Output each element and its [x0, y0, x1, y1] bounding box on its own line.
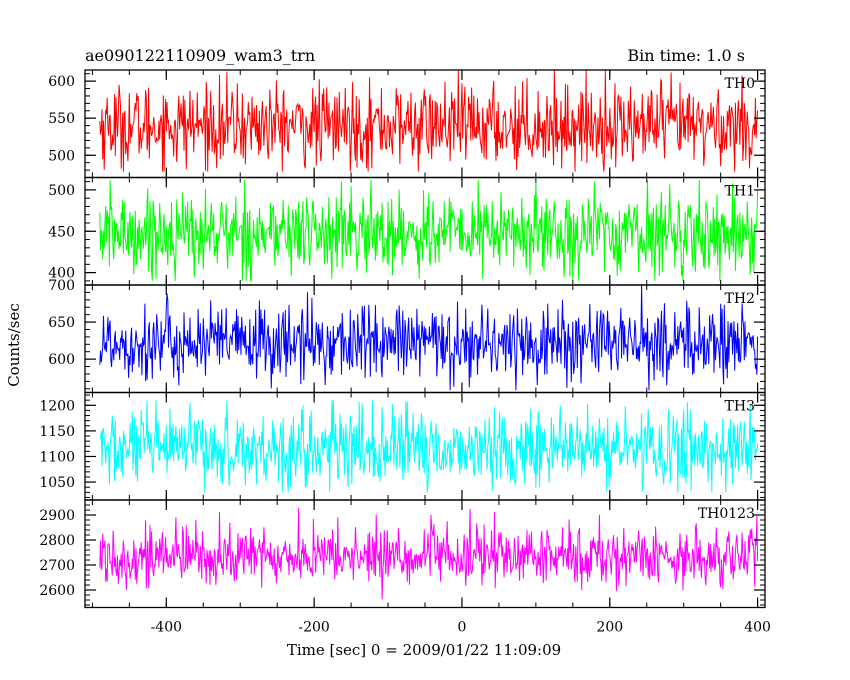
panel-label: TH0123 — [698, 506, 755, 522]
y-tick-label: 500 — [48, 183, 75, 199]
y-tick-label: 1050 — [39, 475, 75, 491]
y-tick-label: 650 — [48, 315, 75, 331]
panel-label: TH1 — [725, 184, 755, 200]
y-tick-label: 400 — [48, 266, 75, 282]
series-line-th0 — [99, 69, 759, 172]
y-tick-label: 1200 — [39, 398, 75, 414]
y-tick-label: 550 — [48, 111, 75, 127]
x-tick-label: -400 — [151, 620, 182, 636]
panel-label: TH3 — [725, 399, 755, 415]
y-tick-label: 450 — [48, 224, 75, 240]
x-tick-labels: -400 -200 0 200 400 — [151, 620, 771, 636]
y-axis-label: Counts/sec — [5, 303, 23, 387]
y-tick-label: 2900 — [39, 508, 75, 524]
y-tick-label: 2700 — [39, 558, 75, 574]
panel-label: TH0 — [725, 76, 755, 92]
panels: 500 550 600 TH0 400 450 500 TH1 600 650 700 TH2 1050… — [39, 69, 766, 609]
y-tick-label: 600 — [48, 352, 75, 368]
panel-th0123: 2600 2700 2800 2900 TH0123 — [39, 499, 766, 609]
panel-th3: 1050 1100 1150 1200 TH3 — [39, 391, 766, 501]
chart-title: ae090122110909_wam3_trn — [85, 46, 315, 65]
bin-time-label: Bin time: 1.0 s — [627, 46, 745, 65]
series-line-th0123 — [99, 508, 759, 600]
x-axis-label: Time [sec] 0 = 2009/01/22 11:09:09 — [287, 641, 561, 659]
y-tick-label: 1150 — [39, 424, 75, 440]
x-tick-label: -200 — [298, 620, 329, 636]
x-tick-label: 0 — [457, 620, 466, 636]
panel-th2: 600 650 700 TH2 — [48, 278, 766, 394]
y-tick-label: 1100 — [39, 449, 75, 465]
y-tick-label: 600 — [48, 74, 75, 90]
panel-label: TH2 — [725, 291, 755, 307]
y-tick-label: 2800 — [39, 533, 75, 549]
x-tick-label: 400 — [744, 620, 771, 636]
series-line-th2 — [99, 284, 759, 391]
y-tick-label: 700 — [48, 278, 75, 294]
y-tick-label: 2600 — [39, 583, 75, 599]
series-line-th1 — [99, 179, 759, 282]
x-tick-label: 200 — [596, 620, 623, 636]
series-line-th3 — [99, 400, 759, 493]
y-tick-label: 500 — [48, 148, 75, 164]
